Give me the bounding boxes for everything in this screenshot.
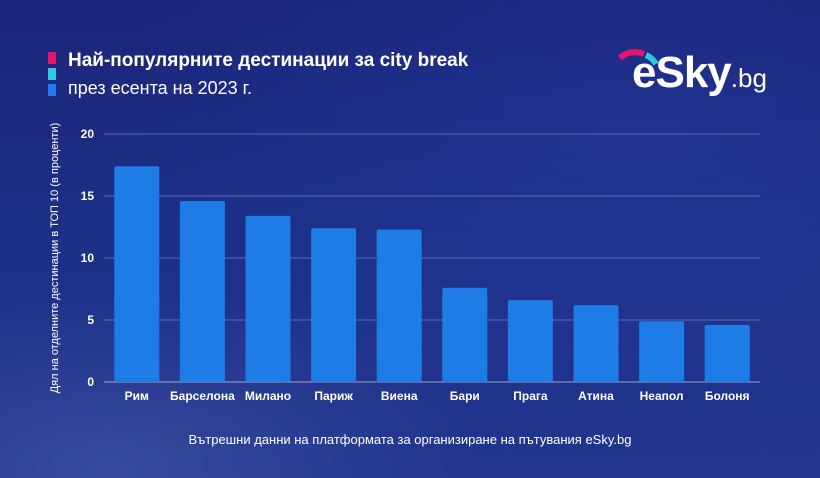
x-tick-label: Прага [513,389,548,403]
x-tick-label: Неапол [640,389,684,403]
y-axis-label: Дял на отделните дестинации в ТОП 10 (в … [49,123,61,394]
logo-arc-icon [617,49,659,66]
bar-7 [507,300,553,382]
logo-main: eSky [632,48,732,97]
y-tick-label: 0 [87,375,94,389]
bar-10 [704,324,750,382]
bar-2 [179,200,225,382]
source-note: Вътрешни данни на платформата за организ… [188,432,632,447]
bar-4 [311,228,357,382]
x-tick-label: Париж [314,389,353,403]
x-tick-label: Барселона [170,389,235,403]
esky-logo: eSky.bg [606,46,786,110]
accent-stripes [48,52,56,96]
y-axis-ticks: 0 5 10 15 20 [81,127,95,389]
logo-wordmark: eSky.bg [632,48,767,98]
page-subtitle: през есента на 2023 г. [68,78,253,98]
y-tick-label: 15 [81,189,95,203]
page-title: Най-популярните дестинации за city break [68,50,469,71]
bar-6 [442,287,488,382]
bar-5 [376,229,422,382]
y-tick-label: 5 [87,313,94,327]
y-tick-label: 20 [81,127,95,141]
chart-bars [114,166,750,382]
accent-stripe-pink [48,52,56,64]
x-tick-label: Виена [381,389,418,403]
x-tick-label: Милано [245,389,291,403]
bar-9 [639,321,685,382]
x-tick-label: Атина [578,389,614,403]
bar-8 [573,305,619,382]
y-tick-label: 10 [81,251,95,265]
x-tick-label: Бари [450,389,480,403]
logo-tld: .bg [730,63,767,93]
x-axis-ticks: Рим Барселона Милано Париж Виена Бари Прага Ати… [125,389,750,403]
x-tick-label: Рим [125,389,149,403]
x-tick-label: Болоня [705,389,750,403]
accent-stripe-cyan [48,68,56,80]
bar-3 [245,215,291,382]
accent-stripe-blue [48,84,56,96]
bar-1 [114,166,160,382]
